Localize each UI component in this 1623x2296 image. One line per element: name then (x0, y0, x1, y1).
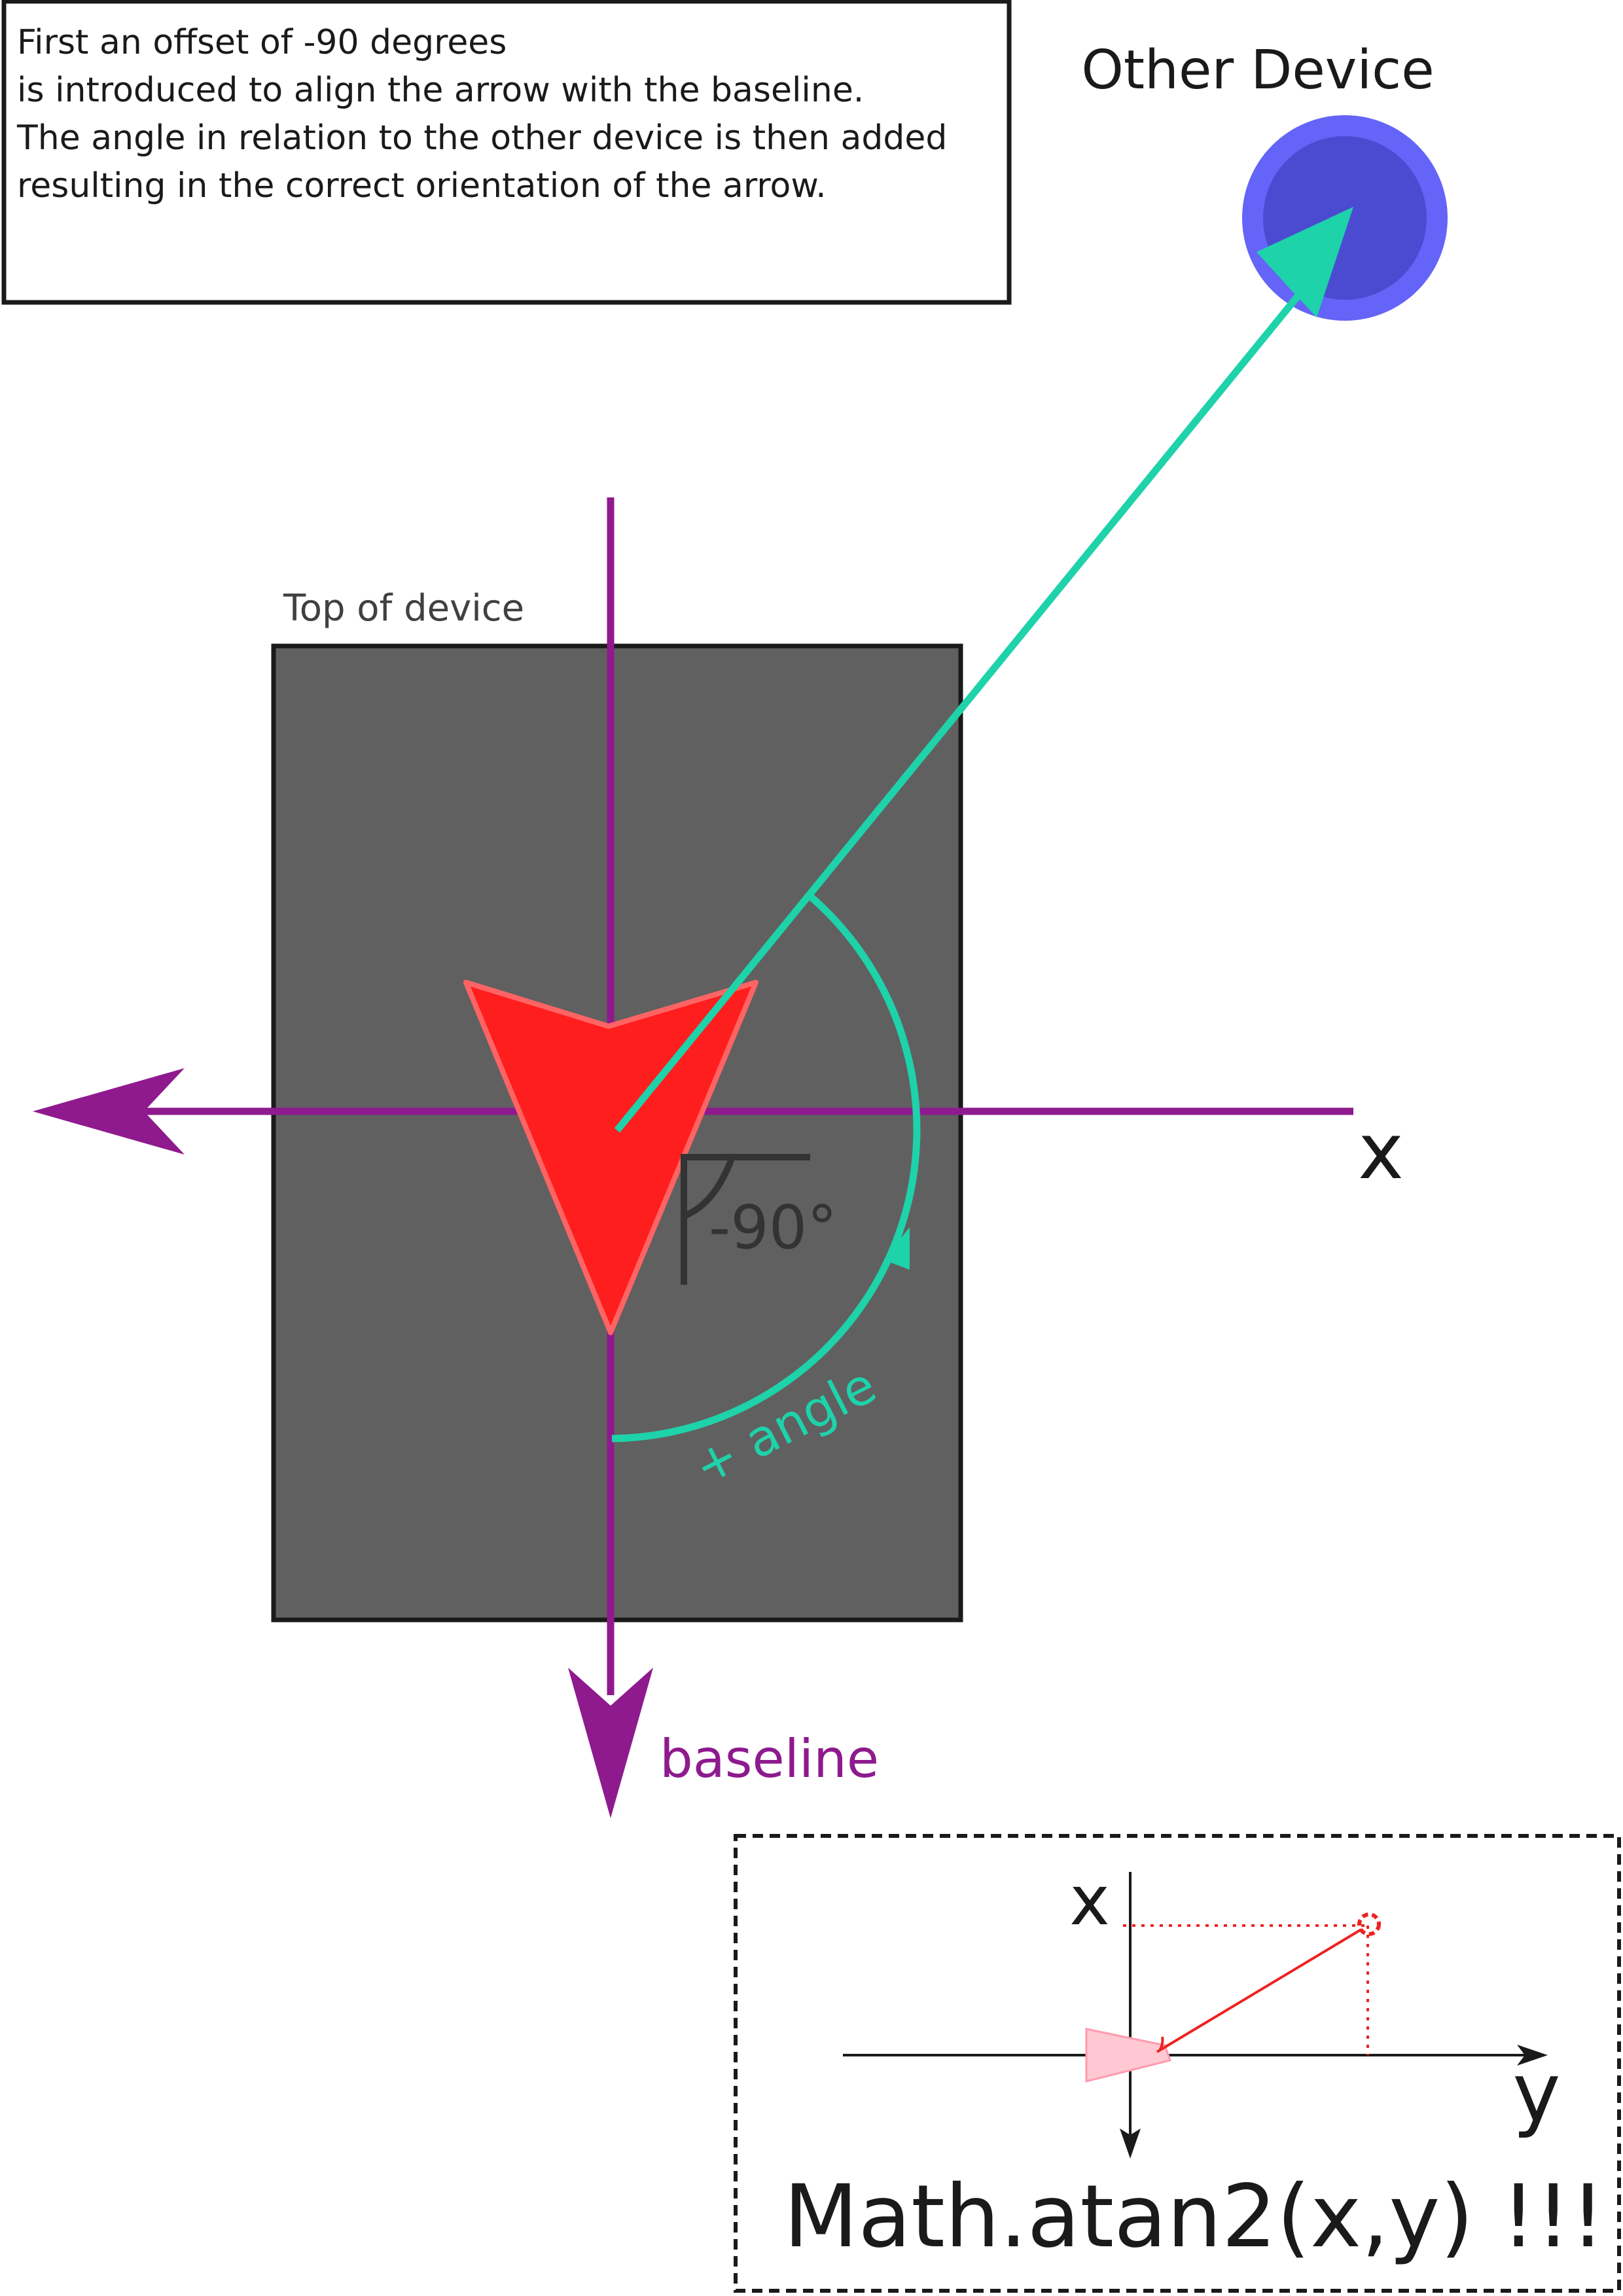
angle-arc (611, 890, 921, 1443)
explanation-line: resulting in the correct orientation of … (17, 166, 827, 206)
atan2-formula: Math.atan2(x,y) !!! (783, 2166, 1605, 2267)
offset-label: -90° (709, 1193, 837, 1263)
explanation-line: First an offset of -90 degrees (17, 23, 507, 62)
inset-x-label: x (1069, 1861, 1110, 1941)
inset-y-label: y (1512, 2046, 1560, 2140)
device-top-label: Top of device (283, 587, 524, 630)
direction-line (614, 292, 1302, 1133)
baseline-arrowhead (568, 1668, 653, 1818)
angle-arc-arrowhead (883, 1227, 910, 1270)
pointer-arrow-icon (463, 980, 758, 1335)
other-device-label: Other Device (1081, 39, 1434, 101)
x-axis-label: x (1358, 1106, 1404, 1196)
right-angle-marker (681, 1154, 810, 1285)
direction-arrowhead (1257, 207, 1353, 317)
explanation-line: is introduced to align the arrow with th… (17, 71, 864, 110)
explanation-box: First an offset of -90 degrees is introd… (1, 0, 1012, 305)
explanation-line: The angle in relation to the other devic… (16, 118, 947, 158)
baseline-label: baseline (660, 1729, 879, 1789)
x-axis-arrowhead (33, 1068, 185, 1155)
atan2-inset (734, 1834, 1621, 2293)
